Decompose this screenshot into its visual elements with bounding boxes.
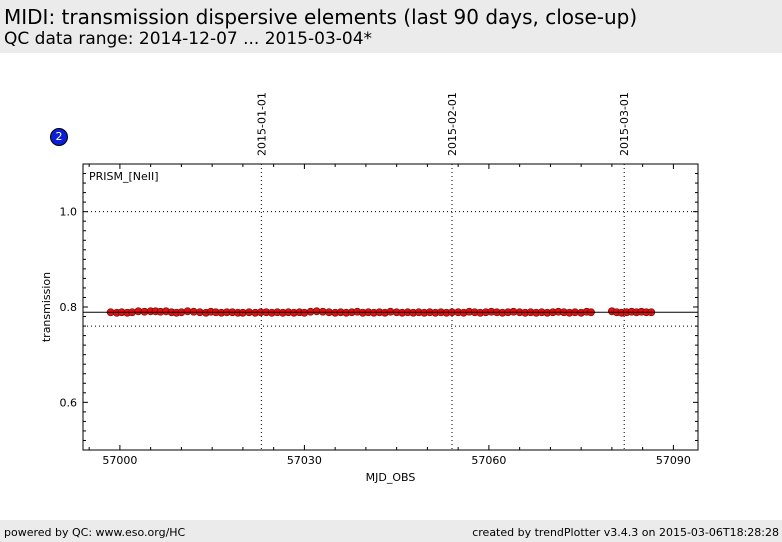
x-tick-label: 57060 bbox=[471, 454, 506, 467]
trend-chart: 57000 57030 57060 57090 0.6 0.8 1.0 PRISM_[NeI… bbox=[40, 92, 699, 484]
date-marker-label: 2015-03-01 bbox=[618, 92, 631, 156]
y-axis-label: transmission bbox=[40, 272, 53, 342]
date-marker-label: 2015-02-01 bbox=[446, 92, 459, 156]
x-tick-label: 57090 bbox=[656, 454, 691, 467]
y-tick-label: 0.6 bbox=[60, 396, 78, 409]
number-badge: 2 bbox=[50, 128, 68, 146]
page-title: MIDI: transmission dispersive elements (… bbox=[4, 5, 638, 29]
panel-label: PRISM_[NeII] bbox=[89, 170, 159, 183]
y-tick-label: 1.0 bbox=[60, 206, 78, 219]
header-bar: MIDI: transmission dispersive elements (… bbox=[0, 0, 782, 53]
date-marker-label: 2015-01-01 bbox=[255, 92, 268, 156]
plot-frame bbox=[82, 163, 699, 451]
x-tick-label: 57030 bbox=[287, 454, 322, 467]
footer-powered-by: powered by QC: www.eso.org/HC bbox=[4, 526, 186, 539]
x-tick-label: 57000 bbox=[102, 454, 137, 467]
footer-created-by: created by trendPlotter v3.4.3 on 2015-0… bbox=[472, 526, 779, 539]
grid-layer bbox=[83, 164, 698, 450]
y-tick-label: 0.8 bbox=[60, 301, 78, 314]
footer-bar: powered by QC: www.eso.org/HC created by… bbox=[0, 520, 782, 542]
ticks-layer: 57000 57030 57060 57090 0.6 0.8 1.0 bbox=[60, 163, 698, 467]
data-layer bbox=[83, 307, 698, 317]
x-axis-label: MJD_OBS bbox=[366, 471, 416, 484]
page-subtitle: QC data range: 2014-12-07 ... 2015-03-04… bbox=[4, 29, 373, 49]
